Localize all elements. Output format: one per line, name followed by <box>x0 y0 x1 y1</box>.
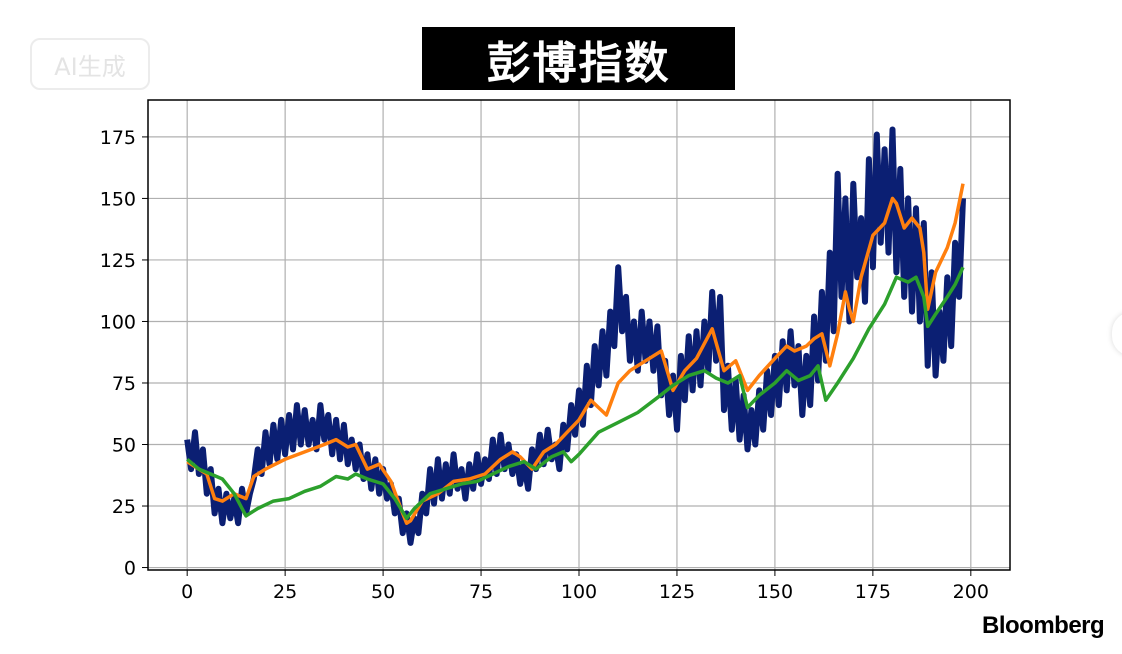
bloomberg-logo: Bloomberg <box>982 612 1105 639</box>
x-tick-label: 0 <box>181 581 193 603</box>
y-tick-label: 25 <box>112 496 136 518</box>
y-tick-label: 125 <box>100 250 136 272</box>
x-tick-label: 100 <box>561 581 597 603</box>
x-tick-label: 75 <box>469 581 493 603</box>
y-tick-label: 50 <box>112 435 136 457</box>
series-line-3 <box>186 266 965 521</box>
y-axis-ticks: 0 25 50 75 100 125 150 175 <box>100 127 148 580</box>
y-tick-label: 150 <box>100 188 136 210</box>
y-tick-label: 175 <box>100 127 136 149</box>
x-axis-ticks: 0 25 50 75 100 125 150 175 200 <box>181 570 989 603</box>
x-tick-label: 25 <box>273 581 297 603</box>
x-tick-label: 50 <box>371 581 395 603</box>
chart-title: 彭博指数 <box>422 27 735 90</box>
y-tick-label: 0 <box>124 558 136 580</box>
ai-generated-watermark: AI生成 <box>30 38 150 90</box>
series-line-1 <box>184 126 966 546</box>
x-tick-label: 200 <box>953 581 989 603</box>
x-tick-label: 125 <box>659 581 695 603</box>
x-tick-label: 175 <box>855 581 891 603</box>
y-tick-label: 100 <box>100 311 136 333</box>
series-line-2 <box>186 183 965 525</box>
series-lines <box>184 126 966 546</box>
side-floating-button[interactable] <box>1112 312 1122 356</box>
x-tick-label: 150 <box>757 581 793 603</box>
y-tick-label: 75 <box>112 373 136 395</box>
